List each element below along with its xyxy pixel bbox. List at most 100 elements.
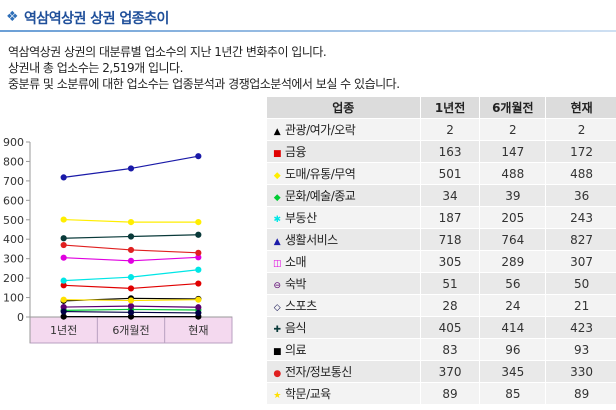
row-category: ▲ 생활서비스 bbox=[266, 228, 421, 251]
header-year-ago: 1년전 bbox=[419, 96, 481, 119]
data-point bbox=[195, 231, 202, 238]
row-category-label: 부동산 bbox=[285, 211, 317, 225]
header-current: 현재 bbox=[545, 96, 616, 119]
series-marker-icon: ▲ bbox=[273, 127, 281, 137]
data-point bbox=[195, 249, 202, 256]
row-category: ◆ 도매/유통/무역 bbox=[266, 162, 421, 185]
table-row: ■ 의료 83 96 93 bbox=[266, 338, 616, 361]
row-value: 36 bbox=[545, 184, 616, 207]
row-value: 147 bbox=[479, 140, 547, 163]
data-point bbox=[127, 297, 135, 304]
data-point bbox=[195, 296, 202, 303]
data-point bbox=[195, 280, 202, 287]
row-value: 243 bbox=[545, 206, 616, 229]
row-category: ✱ 부동산 bbox=[266, 206, 421, 229]
table-row: ▲ 관광/여가/오락 2 2 2 bbox=[266, 118, 616, 141]
row-category-label: 금융 bbox=[285, 145, 307, 159]
y-tick-label: 300 bbox=[3, 253, 24, 266]
row-value: 187 bbox=[419, 206, 481, 229]
trend-line-chart: 0 100 200 300 400 500 600 700 800 900 1년전 6개월전 현재 bbox=[0, 132, 240, 352]
data-point bbox=[60, 241, 67, 249]
y-tick-label: 900 bbox=[3, 136, 24, 149]
row-value: 370 bbox=[419, 360, 481, 383]
x-tick-label: 6개월전 bbox=[112, 324, 149, 337]
data-point bbox=[60, 313, 67, 320]
row-value: 2 bbox=[479, 118, 547, 141]
row-value: 414 bbox=[479, 316, 547, 339]
data-point bbox=[127, 257, 135, 264]
row-value: 289 bbox=[479, 250, 547, 273]
row-value: 2 bbox=[545, 118, 616, 141]
table-row: ● 전자/정보통신 370 345 330 bbox=[266, 360, 616, 383]
series-marker-icon: ★ bbox=[273, 391, 281, 401]
data-point bbox=[127, 165, 135, 172]
row-value: 827 bbox=[545, 228, 616, 251]
row-category: ▲ 관광/여가/오락 bbox=[266, 118, 421, 141]
y-tick-label: 400 bbox=[3, 233, 24, 246]
row-category-label: 전자/정보통신 bbox=[285, 365, 352, 379]
data-point bbox=[127, 233, 135, 240]
row-category: ■ 금융 bbox=[266, 140, 421, 163]
table-row: ◫ 소매 305 289 307 bbox=[266, 250, 616, 273]
row-category: ◫ 소매 bbox=[266, 250, 421, 273]
y-tick-label: 800 bbox=[3, 155, 24, 168]
row-value: 172 bbox=[545, 140, 616, 163]
y-tick-label: 100 bbox=[3, 292, 24, 305]
description: 역삼역상권 상권의 대분류별 업소수의 지난 1년간 변화추이 입니다. 상권내… bbox=[8, 44, 400, 92]
row-value: 34 bbox=[419, 184, 481, 207]
row-category-label: 스포츠 bbox=[285, 299, 317, 313]
row-value: 56 bbox=[479, 272, 547, 295]
data-point bbox=[195, 153, 202, 160]
series-marker-icon: ■ bbox=[272, 149, 282, 159]
y-tick-label: 0 bbox=[17, 311, 24, 324]
row-value: 163 bbox=[419, 140, 481, 163]
row-value: 405 bbox=[419, 316, 481, 339]
row-category-label: 생활서비스 bbox=[285, 233, 338, 247]
series-marker-icon: ◆ bbox=[273, 193, 281, 203]
data-point bbox=[127, 303, 135, 310]
row-value: 28 bbox=[419, 294, 481, 317]
table-row: ⊖ 숙박 51 56 50 bbox=[266, 272, 616, 295]
data-point bbox=[127, 309, 135, 316]
row-category: ◆ 문화/예술/종교 bbox=[266, 184, 421, 207]
row-category: ★ 학문/교육 bbox=[266, 382, 421, 405]
table-row: ■ 금융 163 147 172 bbox=[266, 140, 616, 163]
row-value: 83 bbox=[419, 338, 481, 361]
row-category: ✚ 음식 bbox=[266, 316, 421, 339]
row-value: 51 bbox=[419, 272, 481, 295]
description-line-2: 상권내 총 업소수는 2,519개 입니다. bbox=[8, 61, 183, 75]
y-tick-label: 200 bbox=[3, 272, 24, 285]
table-header-row: 업종 1년전 6개월전 현재 bbox=[266, 96, 616, 119]
row-category-label: 학문/교육 bbox=[285, 387, 331, 401]
data-point bbox=[60, 277, 67, 284]
row-value: 24 bbox=[479, 294, 547, 317]
header-divider bbox=[0, 30, 616, 32]
row-value: 2 bbox=[419, 118, 481, 141]
series-marker-icon: ▲ bbox=[273, 237, 281, 247]
diamond-bullet-icon: ❖ bbox=[6, 9, 19, 25]
y-tick-label: 600 bbox=[3, 194, 24, 207]
data-point bbox=[195, 266, 202, 273]
data-point bbox=[60, 216, 67, 223]
section-title: 역삼역상권 상권 업종추이 bbox=[24, 11, 169, 27]
row-value: 488 bbox=[479, 162, 547, 185]
x-tick-label: 현재 bbox=[188, 324, 208, 337]
row-value: 345 bbox=[479, 360, 547, 383]
row-value: 85 bbox=[479, 382, 547, 405]
row-value: 764 bbox=[479, 228, 547, 251]
row-value: 93 bbox=[545, 338, 616, 361]
row-category-label: 숙박 bbox=[285, 277, 307, 291]
row-value: 718 bbox=[419, 228, 481, 251]
data-point bbox=[127, 219, 135, 226]
series-marker-icon: ● bbox=[273, 369, 281, 379]
data-point bbox=[60, 174, 67, 181]
row-value: 89 bbox=[419, 382, 481, 405]
series-marker-icon: ◫ bbox=[272, 259, 282, 269]
row-category: ■ 의료 bbox=[266, 338, 421, 361]
series-marker-icon: ✱ bbox=[273, 215, 281, 225]
table-row: ◇ 스포츠 28 24 21 bbox=[266, 294, 616, 317]
row-category: ● 전자/정보통신 bbox=[266, 360, 421, 383]
data-point bbox=[195, 304, 202, 311]
row-category-label: 소매 bbox=[285, 255, 307, 269]
data-point bbox=[127, 285, 135, 292]
